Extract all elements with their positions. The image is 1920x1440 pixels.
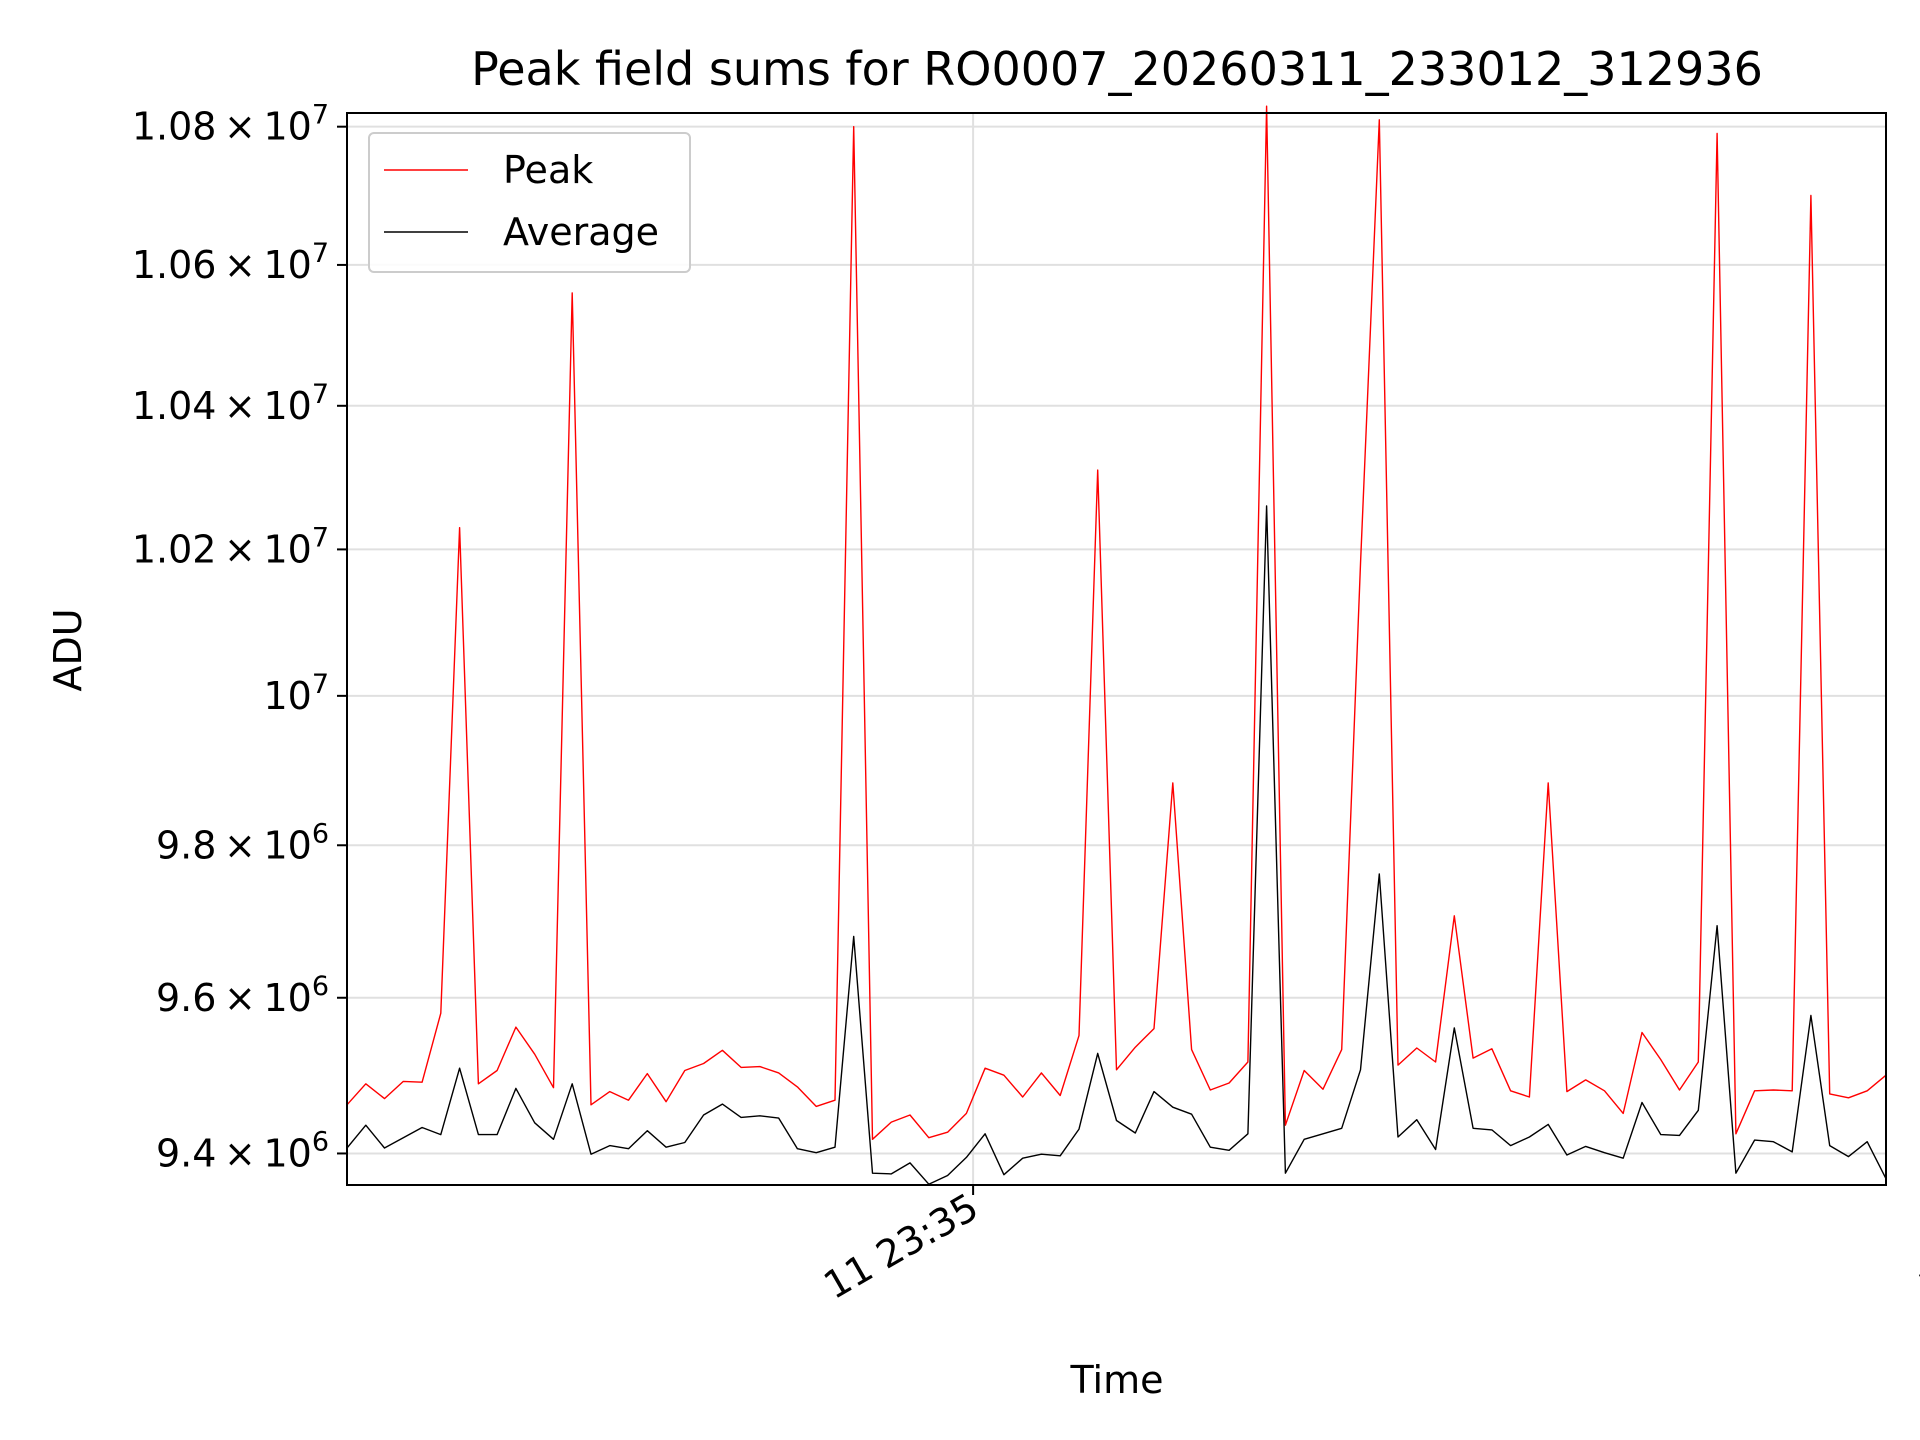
series-line-average	[346, 505, 1887, 1185]
x-axis-label: Time	[1070, 1358, 1164, 1402]
y-tick-label: 1.08 × 107	[132, 100, 329, 149]
y-tick-label: 1.06 × 107	[132, 238, 329, 287]
series-line-peak	[346, 105, 1887, 1141]
legend-label-peak: Peak	[503, 148, 593, 192]
y-tick-label: 9.6 × 106	[156, 971, 329, 1020]
y-axis-label: ADU	[46, 608, 90, 691]
y-tick-label: 9.8 × 106	[156, 818, 329, 867]
y-tick-label: 1.04 × 107	[132, 379, 329, 428]
y-tick-label: 1.02 × 107	[132, 522, 329, 571]
legend-label-average: Average	[503, 210, 659, 254]
grid-lines	[347, 113, 1886, 1185]
series-lines	[346, 105, 1887, 1185]
plot-frame	[346, 112, 1887, 1186]
legend: Peak Average	[368, 132, 691, 273]
y-tick-label: 9.4 × 106	[156, 1126, 329, 1175]
chart-title: Peak field sums for RO0007_20260311_2330…	[471, 42, 1763, 96]
legend-box	[368, 132, 691, 273]
